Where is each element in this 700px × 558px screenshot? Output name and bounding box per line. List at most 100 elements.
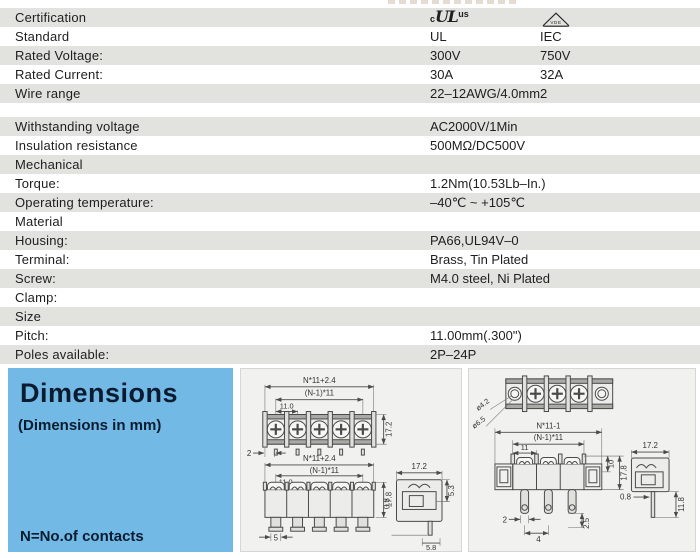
spec-label: Wire range [15, 86, 81, 101]
table-row: Certification c UL us VDE [0, 8, 700, 27]
dim-label: 17.2 [643, 441, 658, 450]
ul-mark-prefix: c [430, 14, 436, 24]
dim-label: 17.8 [385, 491, 394, 507]
dimensions-title: Dimensions [20, 378, 179, 408]
table-row: Withstanding voltage AC2000V/1Min [0, 117, 700, 136]
right-front-view: N*11-1 (N-1)*11 11 [494, 421, 629, 544]
table-section-header: Mechanical [0, 155, 700, 174]
spec-value: AC2000V/1Min [430, 119, 518, 134]
drawing-panel-middle: N*11+2.4 (N-1)*11 11.0 [240, 368, 462, 552]
spec-value: M4.0 steel, Ni Plated [430, 271, 550, 286]
dim-label: N*11+2.4 [303, 454, 336, 463]
spec-value: 1.2Nm(10.53Lb–In.) [430, 176, 546, 191]
vde-mark-icon: VDE [540, 8, 572, 28]
ul-mark-core: UL [435, 6, 459, 26]
dim-label: 0.8 [620, 493, 632, 502]
spec-label: Standard [15, 29, 70, 44]
spec-label: Screw: [15, 271, 56, 286]
technical-drawing-middle: N*11+2.4 (N-1)*11 11.0 [247, 376, 456, 551]
table-row: Standard UL IEC [0, 27, 700, 46]
dim-label: 5.3 [447, 485, 456, 497]
dim-label: 11.8 [677, 497, 686, 512]
table-row: Screw: M4.0 steel, Ni Plated [0, 269, 700, 288]
dimensions-header-panel: Dimensions (Dimensions in mm) N=No.of co… [8, 368, 233, 552]
spec-table: Certification c UL us VDE Standard UL IEC … [0, 8, 700, 364]
solder-pins [520, 489, 577, 514]
screw-icons [266, 420, 372, 439]
dim-label: N*11-1 [536, 421, 561, 430]
table-row: Poles available: 2P–24P [0, 345, 700, 364]
mounting-hole-icons [507, 386, 609, 401]
spec-value: 2P–24P [430, 347, 477, 362]
dim-label: 2 [247, 449, 251, 458]
table-row: Rated Current: 30A 32A [0, 65, 700, 84]
table-row: Clamp: [0, 288, 700, 307]
dim-label: N*11+2.4 [303, 376, 336, 385]
spec-label: Insulation resistance [15, 138, 138, 153]
dim-label: 4 [536, 535, 541, 544]
dim-label: 5 [274, 534, 279, 543]
dim-label: 17.8 [620, 465, 629, 481]
cropped-text-fragment [388, 0, 520, 4]
section-label: Mechanical [15, 157, 83, 172]
spec-value: 750V [540, 48, 571, 63]
vde-mark-text: VDE [550, 20, 561, 25]
dim-label: (N-1)*11 [534, 433, 564, 442]
table-row: Terminal: Brass, Tin Plated [0, 250, 700, 269]
table-row: Torque: 1.2Nm(10.53Lb–In.) [0, 174, 700, 193]
dim-label: 2.5 [582, 517, 591, 529]
table-section-header: Material [0, 212, 700, 231]
spec-label: Certification [15, 10, 87, 25]
dim-label: 5.8 [426, 543, 436, 551]
spec-value: 500MΩ/DC500V [430, 138, 525, 153]
spec-value: Brass, Tin Plated [430, 252, 529, 267]
technical-drawing-right: ø4.2 ø6.5 N*11-1 (N-1)*11 11 [470, 375, 686, 544]
spec-label: Terminal: [15, 252, 70, 267]
drawing-panel-right: ø4.2 ø6.5 N*11-1 (N-1)*11 11 [468, 368, 696, 552]
dim-label: ø4.2 [474, 397, 491, 413]
dimensions-subtitle: (Dimensions in mm) [18, 417, 162, 434]
spec-label: Rated Current: [15, 67, 104, 82]
dim-label: (N-1)*11 [305, 389, 335, 398]
dimensions-section: Dimensions (Dimensions in mm) N=No.of co… [0, 368, 700, 552]
spec-value: 22–12AWG/4.0mm2 [430, 86, 548, 101]
dim-label: ø6.5 [470, 414, 487, 430]
spec-value: PA66,UL94V–0 [430, 233, 519, 248]
dim-label: 2 [503, 515, 507, 524]
right-side-view: 17.2 0.8 11.8 [620, 441, 686, 518]
dim-label: 0.8 [383, 497, 392, 509]
dim-label: (N-1)*11 [310, 466, 340, 475]
section-label: Material [15, 214, 63, 229]
dim-label: 10 [607, 460, 616, 468]
dim-label: 17.2 [412, 462, 427, 471]
spec-value: UL [430, 29, 447, 44]
top-strip [0, 0, 700, 8]
section-label: Size [15, 309, 42, 324]
table-row: Rated Voltage: 300V 750V [0, 46, 700, 65]
spec-value: –40℃ ~ +105℃ [430, 195, 525, 210]
dim-label: 11.0 [280, 402, 294, 411]
spec-value: 30A [430, 67, 454, 82]
table-row: Housing: PA66,UL94V–0 [0, 231, 700, 250]
spec-label: Housing: [15, 233, 68, 248]
spec-label: Pitch: [15, 328, 49, 343]
table-row: Wire range 22–12AWG/4.0mm2 [0, 84, 700, 103]
table-row: Insulation resistance 500MΩ/DC500V [0, 136, 700, 155]
dim-label: 17.2 [385, 422, 394, 437]
spec-value: IEC [540, 29, 562, 44]
spec-value: 300V [430, 48, 461, 63]
screw-icons [526, 384, 589, 403]
middle-top-view: N*11+2.4 (N-1)*11 11.0 [247, 376, 394, 458]
ul-mark-suffix: us [458, 9, 469, 19]
table-section-header: Size [0, 307, 700, 326]
spec-value: 32A [540, 67, 564, 82]
spec-label: Rated Voltage: [15, 48, 104, 63]
spec-label: Poles available: [15, 347, 110, 362]
table-row: Pitch: 11.00mm(.300") [0, 326, 700, 345]
table-row: Operating temperature: –40℃ ~ +105℃ [0, 193, 700, 212]
middle-front-view: N*11+2.4 (N-1)*11 11.0 [259, 454, 394, 543]
contacts-note: N=No.of contacts [20, 528, 144, 545]
ul-mark: c UL us [430, 8, 469, 28]
middle-side-view: 17.2 5.3 0.8 5.8 [383, 462, 456, 551]
